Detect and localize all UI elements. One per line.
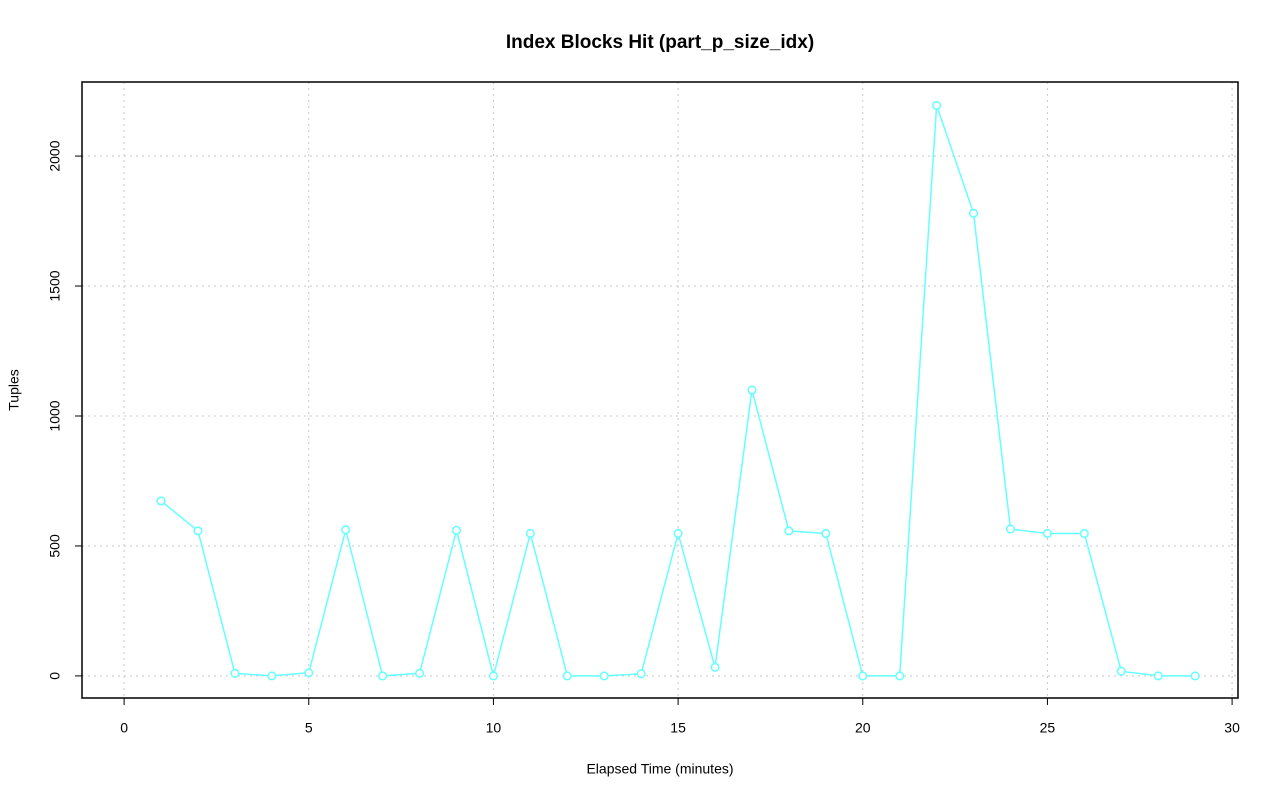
x-tick-label: 15 (670, 720, 686, 736)
data-point (673, 528, 683, 539)
data-point (415, 668, 425, 678)
data-point (1079, 528, 1089, 539)
y-tick-label: 500 (47, 534, 63, 558)
x-tick-label: 5 (305, 720, 313, 736)
data-point (525, 528, 535, 539)
data-point (1042, 528, 1052, 539)
data-point (230, 668, 240, 678)
data-point (156, 496, 166, 506)
data-point (378, 671, 388, 681)
data-point (488, 671, 498, 681)
data-point (599, 671, 609, 681)
x-tick-label: 25 (1040, 720, 1056, 736)
data-point (821, 528, 831, 539)
data-point (969, 208, 979, 218)
data-point (932, 100, 942, 110)
data-point (1190, 671, 1200, 681)
data-point (747, 385, 757, 395)
data-point (562, 671, 572, 681)
data-point (451, 525, 462, 535)
data-point (304, 668, 314, 678)
x-axis-label: Elapsed Time (minutes) (586, 761, 733, 777)
y-tick-label: 2000 (47, 140, 63, 171)
data-point (267, 671, 277, 681)
chart-title: Index Blocks Hit (part_p_size_idx) (506, 32, 814, 53)
plot-frame (81, 81, 1239, 699)
x-tick-label: 20 (855, 720, 871, 736)
y-tick-label: 0 (47, 672, 63, 680)
data-point (193, 526, 203, 536)
x-tick-label: 10 (486, 720, 502, 736)
data-point (1005, 524, 1016, 534)
y-tick-label: 1500 (47, 270, 63, 301)
data-point (341, 525, 351, 535)
data-point (1116, 666, 1126, 676)
x-tick-label: 0 (120, 720, 128, 736)
data-point (636, 669, 646, 679)
y-axis-label: Tuples (6, 369, 22, 411)
data-point (1153, 671, 1163, 681)
x-tick-label: 30 (1224, 720, 1240, 736)
data-point (710, 662, 720, 672)
data-point (895, 671, 905, 681)
y-tick-label: 1000 (47, 400, 63, 431)
data-point (858, 671, 868, 681)
data-point (784, 526, 794, 536)
